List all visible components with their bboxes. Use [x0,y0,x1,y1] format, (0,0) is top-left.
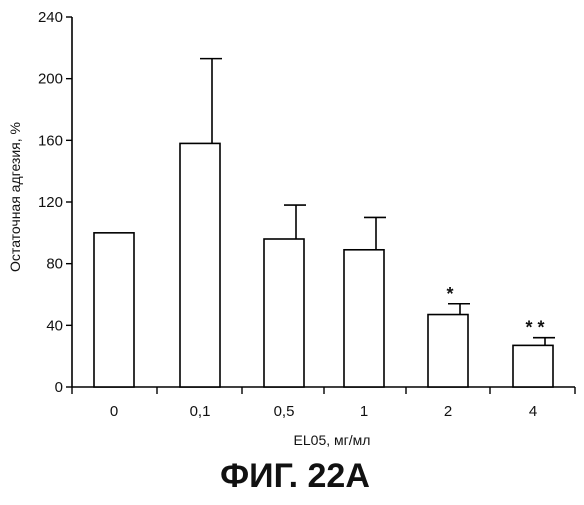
bar [180,143,220,387]
x-ticks: 0 0,1 0,5 1 2 4 [72,387,575,420]
x-axis-title: EL05, мг/мл [294,432,371,448]
x-tick-label: 4 [529,403,537,420]
y-tick-label: 80 [46,256,63,273]
bars [94,143,553,387]
y-tick-label: 200 [38,71,63,88]
bar [94,233,134,387]
axes [72,17,575,387]
x-tick-label: 2 [444,403,452,420]
y-tick-label: 40 [46,317,63,334]
bar [428,315,468,387]
x-tick-label: 1 [360,403,368,420]
y-tick-label: 120 [38,194,63,211]
significance-mark: * * [525,318,544,338]
bar [344,250,384,387]
figure-caption: ФИГ. 22А [220,457,370,495]
y-ticks: 0 40 80 120 160 200 240 [38,9,72,396]
y-axis-title: Остаточная адгезия, % [7,122,23,272]
x-tick-label: 0,1 [190,403,211,420]
x-tick-label: 0 [110,403,118,420]
y-tick-label: 0 [55,379,63,396]
x-tick-label: 0,5 [274,403,295,420]
significance-mark: * [446,284,453,304]
y-tick-label: 240 [38,9,63,26]
bar [264,239,304,387]
bar [513,345,553,387]
y-tick-label: 160 [38,132,63,149]
